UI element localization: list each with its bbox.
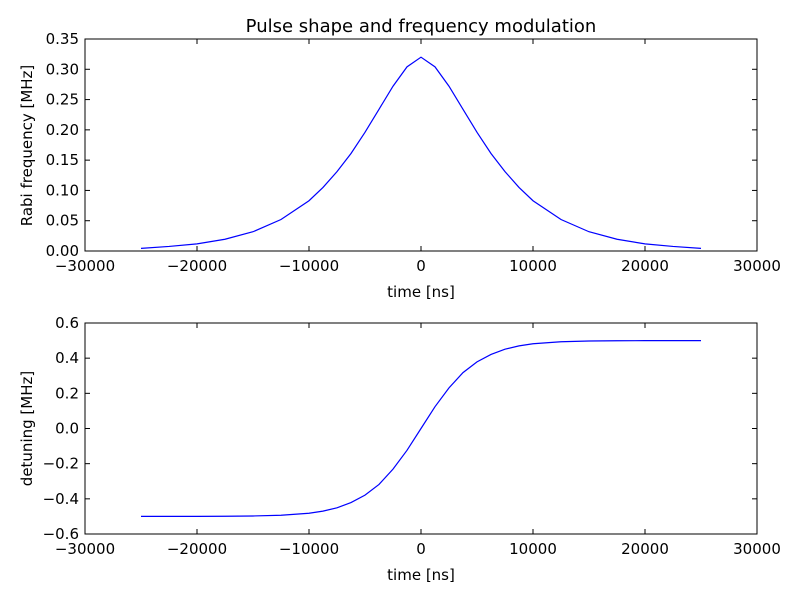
top-y-tick-label: 0.00 [46,242,79,260]
bottom-x-tick-label: 30000 [733,540,781,558]
bottom-x-axis-label: time [ns] [387,566,455,584]
bottom-x-tick-label: −10000 [279,540,339,558]
bottom-x-tick-label: 20000 [621,540,669,558]
bottom-y-tick-label: −0.2 [43,455,79,473]
bottom-y-tick-label: −0.4 [43,490,79,508]
top-y-tick-label: 0.25 [46,91,79,109]
bottom-x-tick-label: −30000 [55,540,115,558]
bottom-y-tick-label: 0.0 [55,420,79,438]
top-y-tick-label: 0.20 [46,121,79,139]
top-x-axis-label: time [ns] [387,283,455,301]
bottom-x-tick-label: 0 [416,540,426,558]
top-y-tick-label: 0.10 [46,181,79,199]
bottom-y-axis-label: detuning [MHz] [18,371,36,486]
top-x-tick-label: 20000 [621,257,669,275]
bottom-y-tick-label: 0.4 [55,349,79,367]
top-series-line-0 [140,56,702,249]
bottom-y-tick-label: 0.6 [55,314,79,332]
bottom-subplot: −30000 −20000 −10000 0 10000 20000 30000 −0.6 −0… [18,314,781,584]
top-x-tick-label: 30000 [733,257,781,275]
top-x-tick-label: −10000 [279,257,339,275]
top-y-tick-label: 0.35 [46,30,79,48]
bottom-y-tick-label: −0.6 [43,525,79,543]
top-x-tick-label: −30000 [55,257,115,275]
bottom-y-tick-label: 0.2 [55,384,79,402]
top-x-tick-label: 10000 [509,257,557,275]
top-x-tick-label: 0 [416,257,426,275]
bottom-x-tick-label: −20000 [167,540,227,558]
top-plot-area: −30000 −20000 −10000 0 10000 20000 30000 0.00 0.… [46,30,781,275]
top-y-tick-label: 0.15 [46,151,79,169]
top-y-tick-label: 0.05 [46,212,79,230]
top-subplot: Pulse shape and frequency modulation −30… [18,16,781,301]
top-chart-title: Pulse shape and frequency modulation [246,16,597,37]
top-x-tick-label: −20000 [167,257,227,275]
top-y-axis-label: Rabi frequency [MHz] [18,65,36,227]
top-y-tick-label: 0.30 [46,60,79,78]
bottom-series-line-0 [140,340,702,517]
bottom-plot-area: −30000 −20000 −10000 0 10000 20000 30000 −0.6 −0… [43,314,781,558]
bottom-x-tick-label: 10000 [509,540,557,558]
